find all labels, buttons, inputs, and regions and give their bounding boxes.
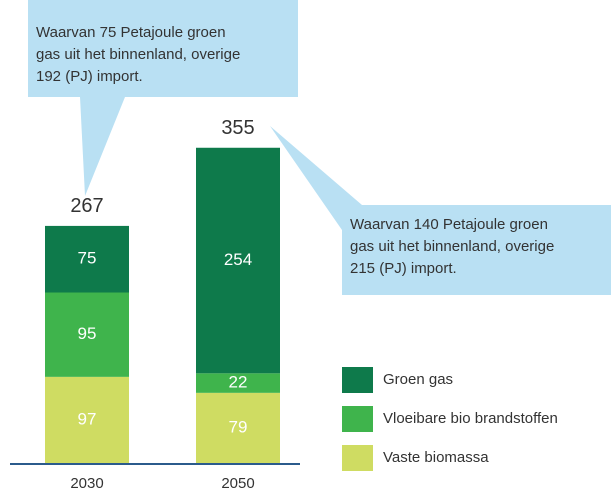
callout-2 <box>270 126 611 295</box>
bar-segment <box>196 373 280 393</box>
total-label: 355 <box>221 117 254 139</box>
value-label: 75 <box>78 249 97 268</box>
annotation-text: gas uit het binnenland, overige <box>350 238 554 255</box>
legend-swatch <box>342 445 373 471</box>
callout-shape <box>28 0 298 196</box>
annotation-text: Waarvan 75 Petajoule groen <box>36 24 226 41</box>
callout-shape <box>270 126 611 295</box>
bar-segment <box>45 376 129 463</box>
value-label: 97 <box>78 409 97 428</box>
bar-segment <box>196 392 280 463</box>
total-label: 267 <box>70 195 103 217</box>
value-label: 22 <box>229 373 248 392</box>
callout-1 <box>28 0 298 196</box>
annotation-text: gas uit het binnenland, overige <box>36 46 240 63</box>
legend-swatch <box>342 406 373 432</box>
annotation-text: Waarvan 140 Petajoule groen <box>350 216 548 233</box>
x-tick-label: 2050 <box>221 475 254 492</box>
legend-label: Groen gas <box>383 371 453 388</box>
legend-label: Vaste biomassa <box>383 449 489 466</box>
legend-swatch <box>342 367 373 393</box>
bar-segment <box>45 225 129 293</box>
legend-label: Vloeibare bio brandstoffen <box>383 410 558 427</box>
bar-segment <box>196 147 280 374</box>
annotation-text: 192 (PJ) import. <box>36 68 143 85</box>
annotation-text: 215 (PJ) import. <box>350 260 457 277</box>
bar-segment <box>45 292 129 377</box>
value-label: 79 <box>229 417 248 436</box>
x-tick-label: 2030 <box>70 475 103 492</box>
value-label: 95 <box>78 324 97 343</box>
value-label: 254 <box>224 250 252 269</box>
